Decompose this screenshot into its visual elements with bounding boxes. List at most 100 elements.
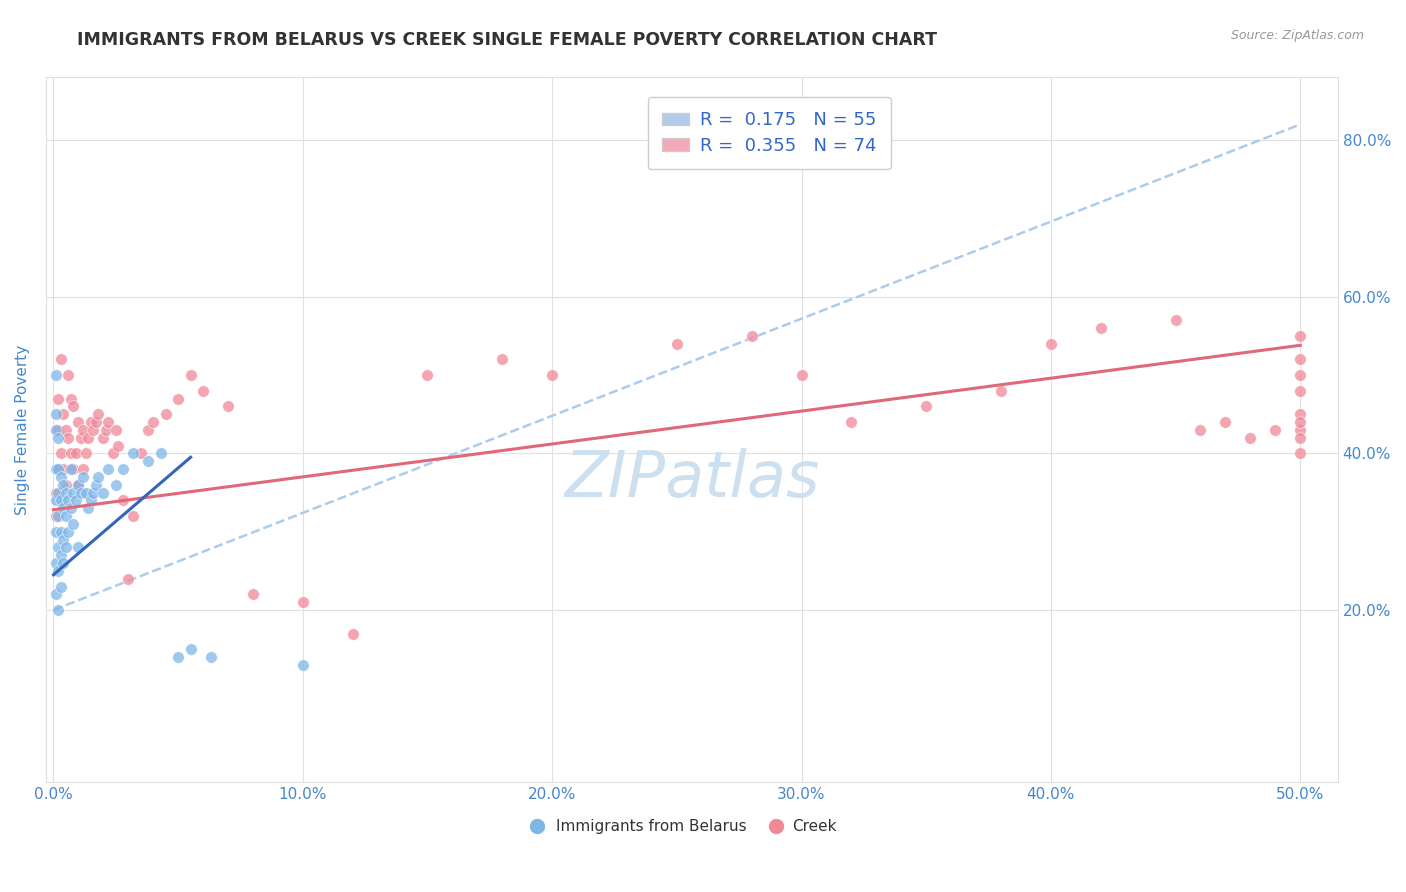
Point [416,368,439,382]
Point [291,657,314,672]
Point [58,524,80,539]
Point [541,368,564,382]
Point [741,329,763,343]
Point [82,485,104,500]
Point [1239,431,1261,445]
Point [117,572,139,586]
Point [1215,415,1237,429]
Point [1039,336,1062,351]
Point [49,493,72,508]
Point [62,400,84,414]
Point [87,470,110,484]
Point [790,368,813,382]
Point [167,392,190,406]
Point [58,493,80,508]
Point [665,336,688,351]
Point [142,415,165,429]
Point [112,462,135,476]
Point [122,509,145,524]
Point [52,501,75,516]
Point [491,352,513,367]
Point [77,431,100,445]
Point [72,470,94,484]
Point [75,485,97,500]
Point [45,493,67,508]
Point [59,501,82,516]
Point [52,533,75,547]
Point [65,493,87,508]
Point [49,352,72,367]
Point [1189,423,1212,437]
Point [48,485,70,500]
Point [136,423,159,437]
Point [80,493,103,508]
Point [80,415,103,429]
Point [67,541,90,555]
Point [915,400,938,414]
Point [58,431,80,445]
Point [97,415,120,429]
Point [45,368,67,382]
Point [990,384,1012,398]
Point [49,446,72,460]
Text: Source: ZipAtlas.com: Source: ZipAtlas.com [1230,29,1364,42]
Point [217,400,239,414]
Point [91,485,114,500]
Point [48,423,70,437]
Point [62,516,84,531]
Point [84,477,107,491]
Point [62,485,84,500]
Point [55,541,77,555]
Point [52,477,75,491]
Point [55,485,77,500]
Point [291,595,314,609]
Point [242,587,264,601]
Point [48,431,70,445]
Text: ZIPatlas: ZIPatlas [564,448,820,510]
Point [45,407,67,421]
Point [129,446,152,460]
Point [62,462,84,476]
Point [180,642,202,657]
Point [55,509,77,524]
Point [1289,415,1312,429]
Point [49,470,72,484]
Point [70,485,93,500]
Point [75,446,97,460]
Point [67,477,90,491]
Point [1289,431,1312,445]
Point [52,407,75,421]
Point [97,462,120,476]
Point [1289,352,1312,367]
Point [52,462,75,476]
Point [48,392,70,406]
Text: IMMIGRANTS FROM BELARUS VS CREEK SINGLE FEMALE POVERTY CORRELATION CHART: IMMIGRANTS FROM BELARUS VS CREEK SINGLE … [77,31,938,49]
Point [67,415,90,429]
Point [48,509,70,524]
Point [1289,446,1312,460]
Point [72,462,94,476]
Point [45,423,67,437]
Point [104,423,127,437]
Y-axis label: Single Female Poverty: Single Female Poverty [15,344,30,515]
Point [122,446,145,460]
Point [1289,423,1312,437]
Text: Creek: Creek [793,819,837,833]
Point [70,431,93,445]
Point [1289,368,1312,382]
Point [77,501,100,516]
Legend: R =  0.175   N = 55, R =  0.355   N = 74: R = 0.175 N = 55, R = 0.355 N = 74 [648,97,891,169]
Point [103,446,125,460]
Point [1090,321,1112,335]
Point [48,564,70,578]
Point [200,650,222,665]
Point [180,368,202,382]
Point [1289,329,1312,343]
Point [87,407,110,421]
Point [191,384,214,398]
Point [136,454,159,468]
Point [65,446,87,460]
Point [84,415,107,429]
Point [55,423,77,437]
Point [107,438,129,452]
